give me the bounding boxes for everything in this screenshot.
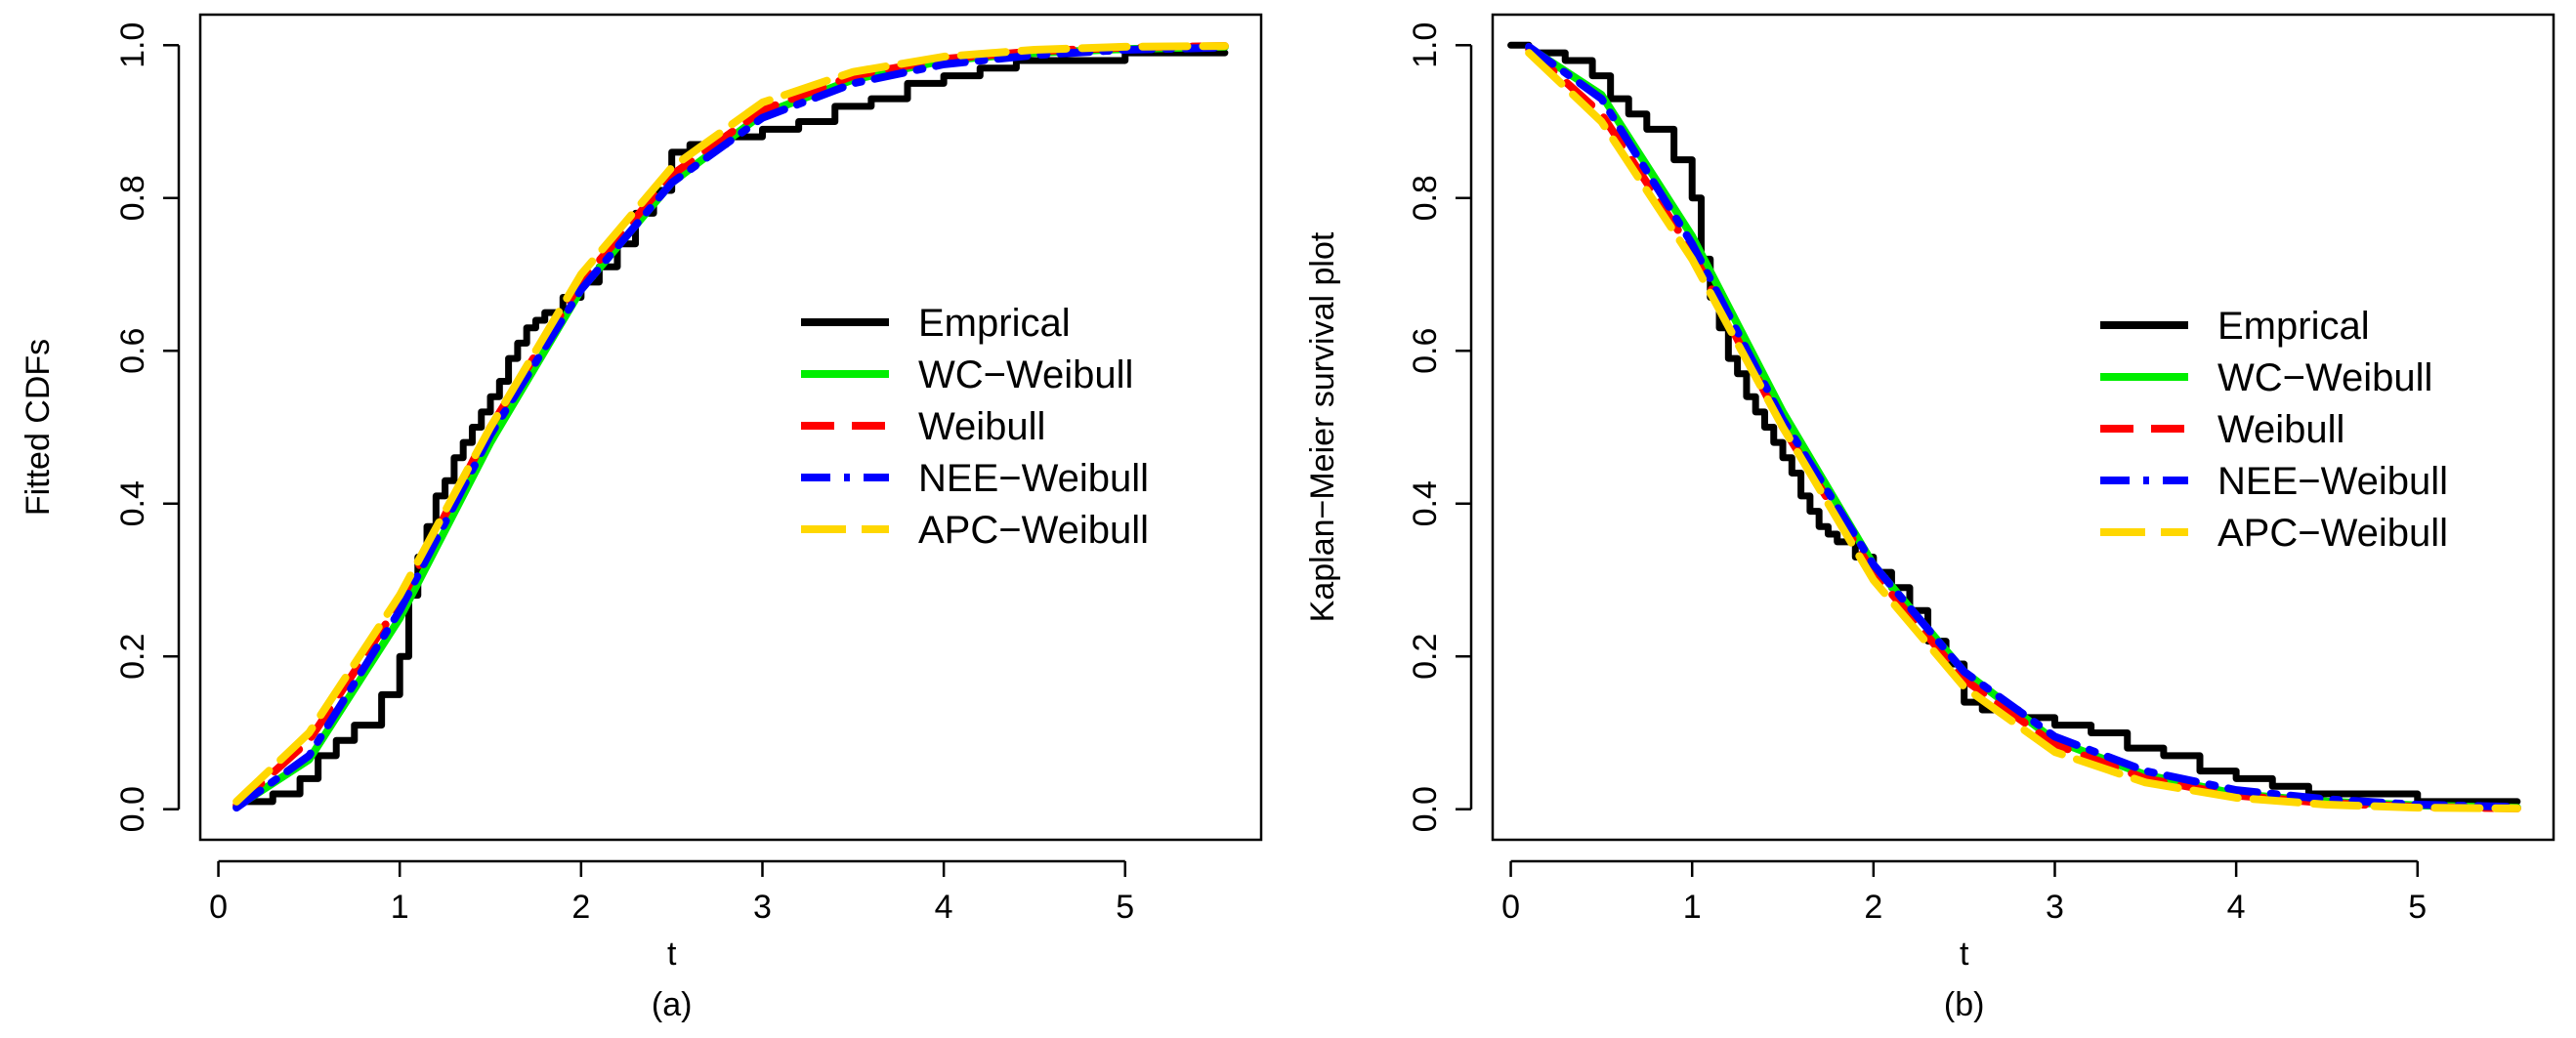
series-line-1	[232, 49, 1229, 806]
x-tick-label: 5	[1116, 889, 1134, 926]
x-tick-label: 0	[209, 889, 228, 926]
x-axis-label: t	[1960, 935, 1969, 973]
panel-a: 0 1 2 3 4 5 0.0 0.2 0.4 0.6 0.8 1.0 t Fitted CDFs (a) E…	[20, 13, 1263, 1023]
series-line-5	[232, 42, 1229, 806]
legend-label: Emprical	[2217, 305, 2370, 348]
legend-label: Weibull	[2217, 408, 2344, 451]
y-tick-label: 0.2	[114, 634, 151, 680]
x-tick-label: 2	[1864, 889, 1882, 926]
series-line-4	[232, 43, 1229, 812]
x-axis-label: t	[667, 935, 677, 973]
y-tick-label: 0.4	[114, 480, 151, 526]
y-tick-label: 1.0	[1407, 22, 1444, 68]
y-tick-label: 0.4	[1407, 480, 1444, 526]
legend-label: WC−Weibull	[918, 353, 1133, 396]
panel-b: 0 1 2 3 4 5 0.0 0.2 0.4 0.6 0.8 1.0 t Kaplan−Meier su…	[1304, 13, 2555, 1023]
x-tick-label: 0	[1501, 889, 1520, 926]
x-tick-label: 1	[1683, 889, 1702, 926]
x-tick-label: 1	[391, 889, 409, 926]
y-tick-label: 0.6	[1407, 328, 1444, 374]
legend-label: APC−Weibull	[2217, 512, 2448, 555]
legend-label: NEE−Weibull	[918, 457, 1149, 500]
legend-label: APC−Weibull	[918, 509, 1149, 552]
series-line-1	[1507, 41, 2521, 806]
series-line-5	[1525, 49, 2521, 812]
plot-frame	[1491, 13, 2555, 842]
y-tick-label: 0.8	[114, 175, 151, 221]
panel-caption: (a)	[652, 986, 693, 1023]
legend-label: Emprical	[918, 302, 1071, 345]
y-axis-label: Kaplan−Meier survival plot	[1304, 231, 1341, 622]
x-tick-label: 4	[2227, 889, 2246, 926]
x-tick-label: 3	[2046, 889, 2064, 926]
y-tick-label: 0.0	[114, 786, 151, 832]
y-tick-label: 1.0	[114, 22, 151, 68]
x-tick-label: 5	[2408, 889, 2427, 926]
y-tick-label: 0.0	[1407, 786, 1444, 832]
y-tick-label: 0.2	[1407, 634, 1444, 680]
x-tick-label: 4	[935, 889, 953, 926]
legend-label: NEE−Weibull	[2217, 460, 2448, 503]
y-tick-label: 0.6	[114, 328, 151, 374]
panel-caption: (b)	[1944, 986, 1985, 1023]
y-tick-label: 0.8	[1407, 175, 1444, 221]
x-tick-label: 3	[753, 889, 772, 926]
y-axis-label: Fitted CDFs	[20, 339, 57, 516]
plot-frame	[198, 13, 1263, 842]
x-tick-label: 2	[571, 889, 590, 926]
legend-label: Weibull	[918, 405, 1045, 448]
series-line-4	[1525, 42, 2521, 811]
legend-label: WC−Weibull	[2217, 356, 2432, 399]
